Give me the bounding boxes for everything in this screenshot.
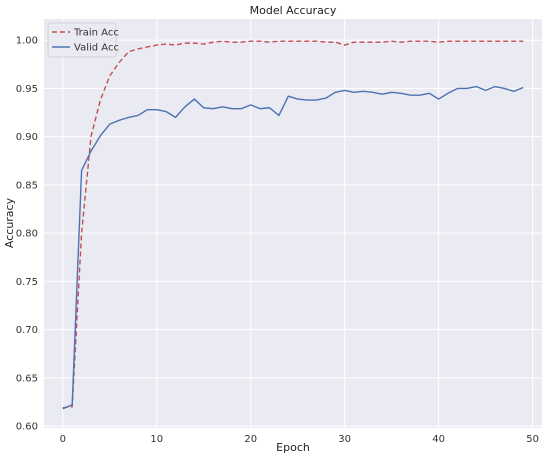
x-axis-title: Epoch [276,441,310,454]
y-tick-label: 0.60 [16,422,38,433]
y-tick-label: 0.80 [16,229,38,240]
legend-label: Train Acc [73,28,119,39]
x-tick-label: 50 [526,434,539,445]
plot-background [44,19,542,428]
y-tick-label: 0.75 [16,277,38,288]
x-tick-label: 30 [338,434,351,445]
y-tick-label: 0.70 [16,325,38,336]
y-axis-title: Accuracy [3,197,16,248]
legend-label: Valid Acc [74,43,119,54]
x-tick-label: 20 [244,434,257,445]
legend: Train Acc Valid Acc [47,22,119,58]
series-lines [62,40,524,410]
series-line-train-acc [62,40,524,409]
y-tick-label: 0.90 [16,132,38,143]
y-tick-label: 0.65 [16,373,38,384]
chart-title: Model Accuracy [250,4,337,17]
y-tick-labels: 0.60 0.65 0.70 0.75 0.80 0.85 0.90 0.95 1.00 [16,36,38,433]
x-tick-label: 10 [150,434,163,445]
y-tick-label: 0.95 [16,84,38,95]
x-tick-label: 0 [60,434,66,445]
y-tick-label: 0.85 [16,180,38,191]
series-line-valid-acc [62,85,524,410]
x-tick-labels: 0 10 20 30 40 50 [60,434,539,445]
y-tick-label: 1.00 [16,36,38,47]
x-tick-label: 40 [432,434,445,445]
